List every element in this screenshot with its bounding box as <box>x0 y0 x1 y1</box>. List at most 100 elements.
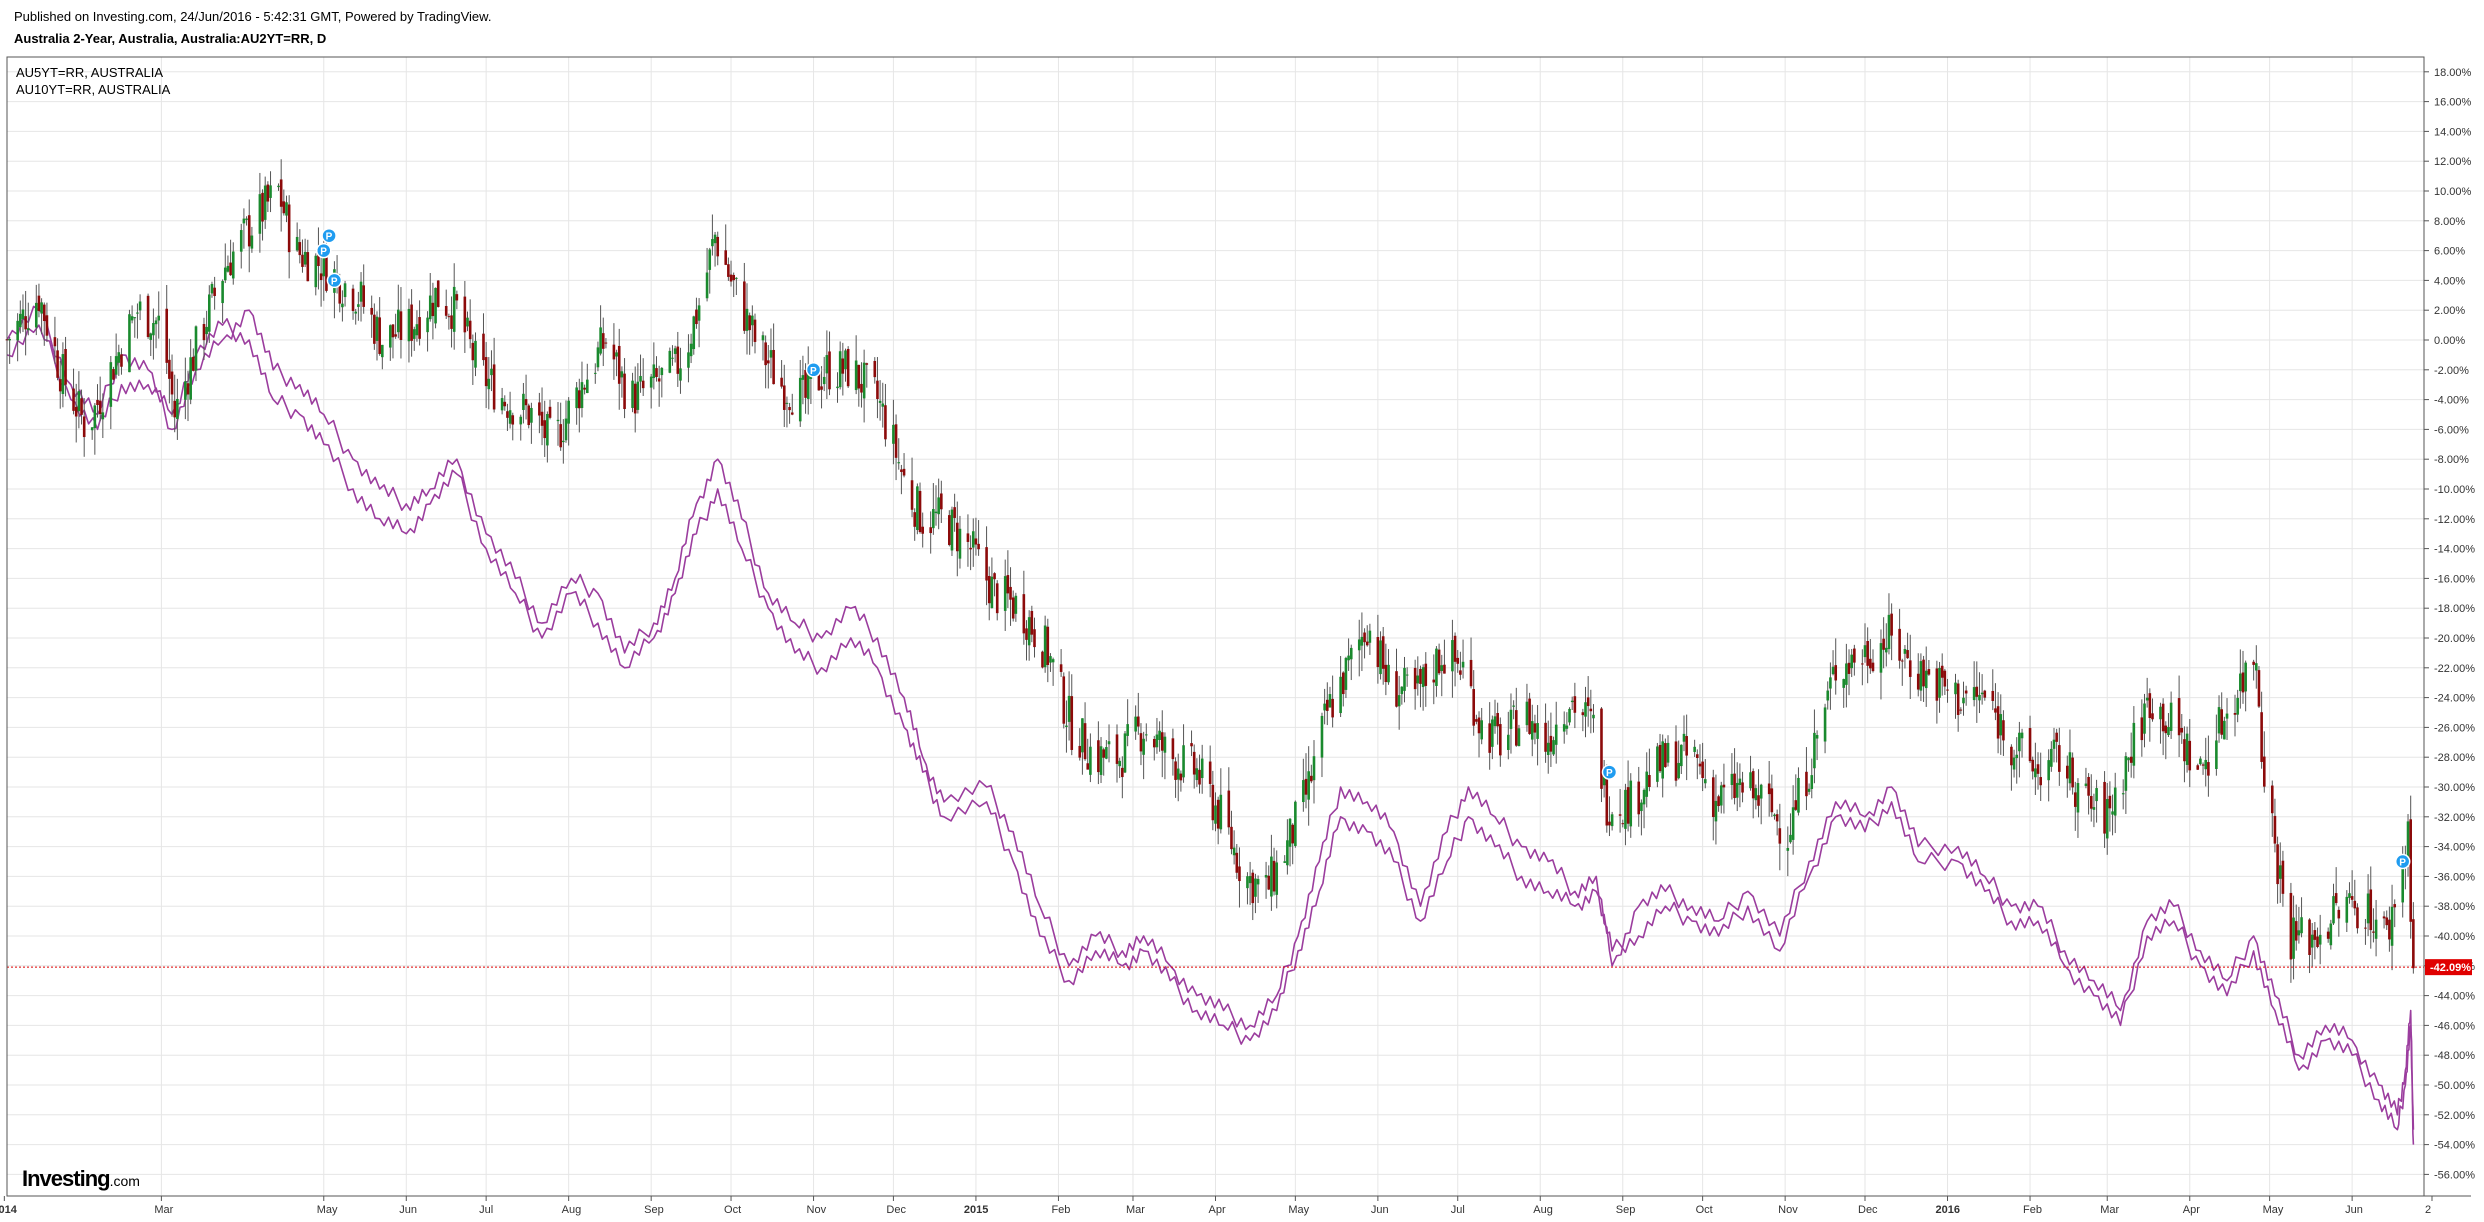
candle-down <box>655 368 658 378</box>
candle-up <box>221 281 224 304</box>
x-tick-label: Jun <box>1371 1204 1389 1216</box>
candle-up <box>2244 662 2247 692</box>
candle-up <box>157 315 161 321</box>
event-marker[interactable]: P <box>805 362 822 378</box>
event-marker-circle[interactable] <box>316 242 332 259</box>
candle-up <box>322 248 326 277</box>
candle-down <box>1589 708 1593 712</box>
candle-down <box>1381 636 1385 669</box>
candle-down <box>788 407 791 411</box>
candle-up <box>77 391 81 412</box>
y-tick-label: -8.00% <box>2434 454 2469 466</box>
event-marker[interactable]: P <box>326 272 343 289</box>
candle-up <box>1435 648 1438 686</box>
candle-down <box>306 252 310 282</box>
candle-up <box>1099 746 1103 775</box>
candle-up <box>8 338 11 341</box>
candle-up <box>2329 923 2333 946</box>
candle-down <box>921 526 924 534</box>
candle-up <box>1666 742 1670 763</box>
candle-down <box>604 342 608 344</box>
candle-down <box>98 400 102 415</box>
candle-up <box>785 402 789 404</box>
candle-up <box>1823 707 1827 742</box>
candle-up <box>798 377 802 422</box>
event-marker-circle[interactable] <box>326 272 343 289</box>
candle-down <box>503 401 507 407</box>
candle-down <box>2385 917 2389 926</box>
event-marker[interactable]: P <box>321 227 337 244</box>
candle-up <box>1592 714 1595 719</box>
candle-up <box>1397 695 1401 707</box>
candle-down <box>1227 790 1231 828</box>
event-marker-circle[interactable] <box>2394 853 2411 870</box>
event-marker[interactable]: P <box>2394 853 2411 870</box>
candle-down <box>913 512 917 527</box>
candle-up <box>1624 789 1627 829</box>
candle-up <box>359 281 363 302</box>
candle-up <box>1339 676 1342 714</box>
candle-down <box>1025 628 1028 640</box>
x-tick-label: Mar <box>2100 1204 2119 1216</box>
candle-down <box>538 402 541 416</box>
candle-down <box>953 507 956 518</box>
candle-up <box>1182 745 1185 778</box>
candle-up <box>357 304 360 307</box>
candle-up <box>1610 814 1614 827</box>
candle-down <box>2393 904 2397 908</box>
candle-up <box>2145 697 2149 701</box>
candle-up <box>1003 576 1007 611</box>
candle-down <box>1041 651 1044 668</box>
y-tick-label: 18.00% <box>2434 67 2472 79</box>
candle-down <box>2039 777 2042 786</box>
x-tick-label: Nov <box>1778 1204 1798 1216</box>
candle-up <box>1962 697 1965 704</box>
candle-up <box>1749 772 1752 789</box>
candle-up <box>508 410 512 424</box>
candle-up <box>21 309 25 319</box>
candle-down <box>463 296 467 333</box>
event-marker-circle[interactable] <box>321 227 337 244</box>
candle-up <box>407 308 411 342</box>
candle-down <box>2071 757 2074 788</box>
candle-down <box>2334 893 2338 904</box>
candle-down <box>2087 776 2090 796</box>
candle-up <box>1089 746 1092 775</box>
candle-up <box>1924 670 1928 689</box>
candle-up <box>61 354 65 394</box>
candle-down <box>1198 769 1201 785</box>
candle-down <box>767 360 770 364</box>
candle-up <box>1232 847 1236 856</box>
candle-down <box>1152 738 1156 748</box>
y-tick-label: -16.00% <box>2434 573 2475 585</box>
candle-up <box>1379 640 1382 675</box>
candle-down <box>1341 672 1345 695</box>
candle-down <box>2316 936 2319 947</box>
candle-down <box>1834 665 1838 681</box>
candle-up <box>687 352 690 368</box>
candle-down <box>969 547 972 550</box>
candle-down <box>410 304 413 341</box>
candle-down <box>1216 799 1220 829</box>
event-marker[interactable]: P <box>1601 764 1618 780</box>
event-marker-circle[interactable] <box>805 362 822 378</box>
candle-down <box>279 179 283 207</box>
candle-down <box>910 480 914 510</box>
event-marker-circle[interactable] <box>1601 764 1618 780</box>
candle-down <box>578 390 581 409</box>
candle-up <box>1163 736 1167 753</box>
candle-down <box>2151 713 2154 720</box>
event-marker-label: P <box>1606 768 1613 779</box>
candle-down <box>790 412 794 415</box>
candle-down <box>1419 668 1422 684</box>
legend-item-au10yt: AU10YT=RR, AUSTRALIA <box>16 82 171 97</box>
x-tick-label: 2015 <box>964 1204 988 1216</box>
candle-up <box>1254 878 1257 897</box>
candle-up <box>2127 757 2130 761</box>
candle-down <box>482 333 485 361</box>
candle-down <box>2364 927 2367 929</box>
candle-down <box>1432 679 1436 683</box>
event-marker[interactable]: P <box>316 242 332 259</box>
